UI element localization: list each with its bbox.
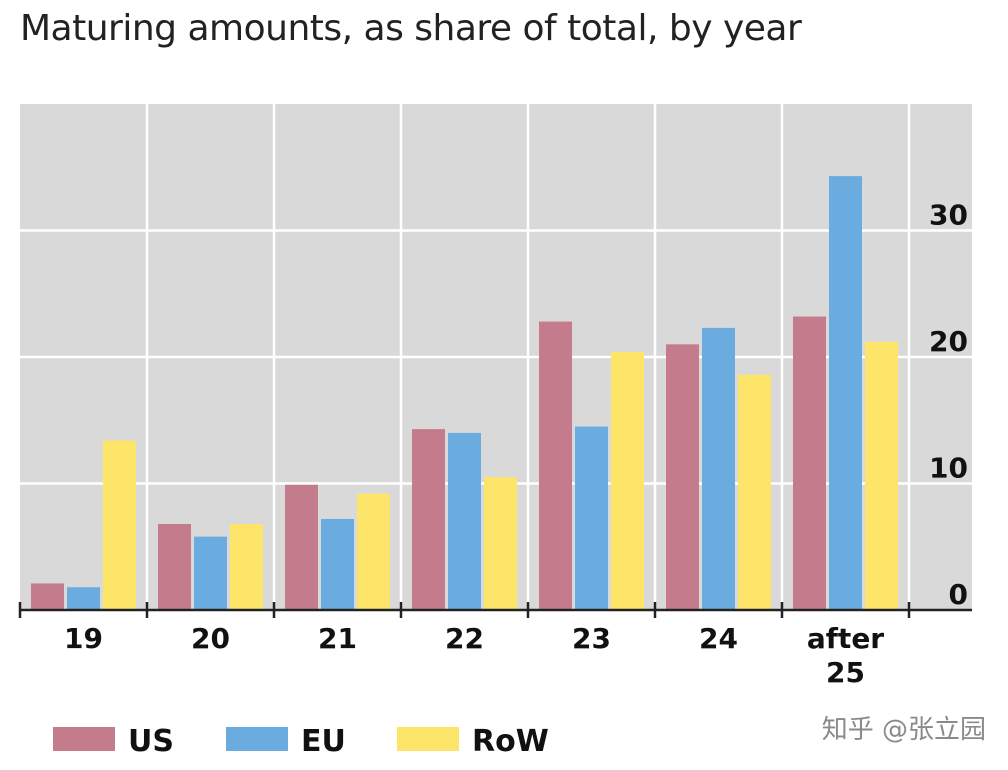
legend-label-row: RoW xyxy=(472,724,549,759)
y-tick-label: 30 xyxy=(929,199,968,232)
bar-eu-23 xyxy=(575,426,608,610)
chart-title: Maturing amounts, as share of total, by … xyxy=(20,8,802,49)
x-axis-ticks: 19 20 21 22 23 24 after 25 xyxy=(64,622,884,689)
legend-swatch-row xyxy=(397,727,459,751)
x-tick-label: after 25 xyxy=(807,622,884,689)
bar-eu-20 xyxy=(194,536,227,610)
y-tick-label: 20 xyxy=(929,325,968,358)
bar-row-24 xyxy=(738,374,771,610)
bar-row-21 xyxy=(357,493,390,610)
x-axis xyxy=(18,602,972,618)
x-tick-label: 24 xyxy=(699,622,738,655)
bar-eu-after-25 xyxy=(829,176,862,611)
bar-row-23 xyxy=(611,351,644,610)
bars xyxy=(31,176,898,611)
bar-row-after-25 xyxy=(865,341,898,610)
bar-us-21 xyxy=(285,484,318,610)
bar-us-20 xyxy=(158,523,191,610)
bar-row-19 xyxy=(103,440,136,610)
bar-eu-22 xyxy=(448,432,481,610)
bar-us-19 xyxy=(31,583,64,610)
legend-swatch-eu xyxy=(226,727,288,751)
x-tick-label: 22 xyxy=(445,622,484,655)
legend-swatch-us xyxy=(53,727,115,751)
bar-us-after-25 xyxy=(793,316,826,610)
y-tick-label: 0 xyxy=(949,578,968,611)
y-tick-label: 10 xyxy=(929,452,968,485)
y-axis-ticks: 0 10 20 30 xyxy=(929,199,968,612)
x-tick-label: 20 xyxy=(191,622,230,655)
x-tick-label: 23 xyxy=(572,622,611,655)
bar-us-23 xyxy=(539,321,572,610)
bar-us-24 xyxy=(666,344,699,610)
bar-eu-21 xyxy=(321,518,354,610)
watermark: 知乎 @张立园 xyxy=(821,715,986,745)
bar-us-22 xyxy=(412,429,445,610)
bar-eu-19 xyxy=(67,587,100,610)
bar-row-22 xyxy=(484,477,517,610)
legend-label-us: US xyxy=(128,724,174,759)
legend: US EU RoW xyxy=(53,724,549,759)
x-tick-label: 21 xyxy=(318,622,357,655)
bar-eu-24 xyxy=(702,327,735,610)
bar-row-20 xyxy=(230,523,263,610)
x-tick-label: 19 xyxy=(64,622,103,655)
legend-label-eu: EU xyxy=(301,724,346,759)
